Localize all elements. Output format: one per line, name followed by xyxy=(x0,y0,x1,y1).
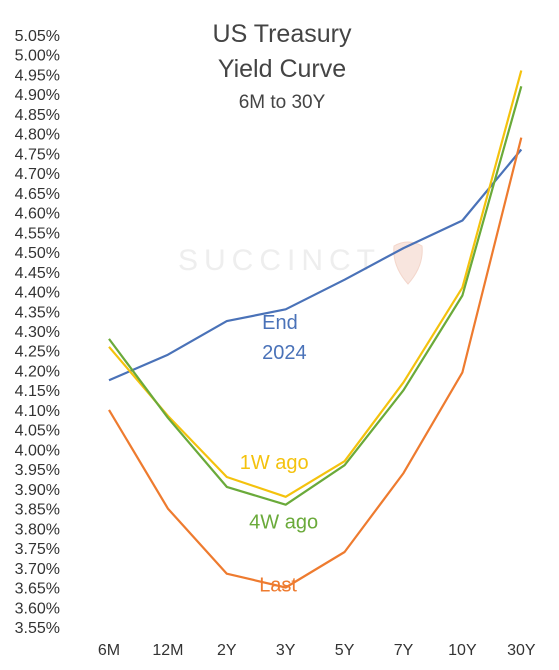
series-label-end-2024: End 2024 xyxy=(262,312,307,364)
y-tick-label: 4.95% xyxy=(15,67,60,84)
y-tick-label: 4.40% xyxy=(15,285,60,302)
y-tick-label: 5.05% xyxy=(15,28,60,45)
y-tick-label: 3.85% xyxy=(15,502,60,519)
y-tick-label: 4.25% xyxy=(15,344,60,361)
y-tick-label: 4.30% xyxy=(15,324,60,341)
series-label-end-2024-line: End xyxy=(262,312,298,334)
y-tick-label: 4.80% xyxy=(15,127,60,144)
chart-subtitle: 6M to 30Y xyxy=(239,92,326,113)
chart-title-line2: Yield Curve xyxy=(218,55,346,83)
x-tick-label: 3Y xyxy=(276,642,296,659)
x-tick-label: 12M xyxy=(152,642,183,659)
series-labels: End 2024 1W ago 4W ago Last xyxy=(240,312,318,596)
y-axis: 5.05% 5.00% 4.95% 4.90% 4.85% 4.80% 4.75% 4.70%… xyxy=(15,28,60,637)
chart-title: US Treasury xyxy=(213,20,352,48)
y-tick-label: 4.65% xyxy=(15,186,60,203)
watermark-logo-icon xyxy=(393,241,423,285)
y-tick-label: 4.45% xyxy=(15,265,60,282)
y-tick-label: 4.20% xyxy=(15,363,60,380)
series-label-4w-ago: 4W ago xyxy=(249,511,318,533)
y-tick-label: 4.35% xyxy=(15,304,60,321)
x-tick-label: 6M xyxy=(98,642,120,659)
y-tick-label: 4.05% xyxy=(15,423,60,440)
x-tick-label: 2Y xyxy=(217,642,237,659)
y-tick-label: 3.90% xyxy=(15,482,60,499)
x-tick-label: 30Y xyxy=(507,642,536,659)
y-tick-label: 3.65% xyxy=(15,581,60,598)
y-tick-label: 4.85% xyxy=(15,107,60,124)
series-label-1w-ago-line: 1W ago xyxy=(240,452,309,474)
series-label-4w-ago-line: 4W ago xyxy=(249,511,318,533)
y-tick-label: 3.60% xyxy=(15,600,60,617)
y-tick-label: 4.70% xyxy=(15,166,60,183)
series-line-last xyxy=(108,137,523,589)
x-tick-label: 5Y xyxy=(335,642,355,659)
y-tick-label: 3.80% xyxy=(15,521,60,538)
series-line-1w-ago xyxy=(108,70,523,498)
y-tick-label: 4.90% xyxy=(15,87,60,104)
x-axis: 6M 12M 2Y 3Y 5Y 7Y 10Y 30Y xyxy=(98,642,536,659)
series-line-4w-ago xyxy=(108,86,523,506)
y-tick-label: 4.15% xyxy=(15,383,60,400)
y-tick-label: 4.75% xyxy=(15,146,60,163)
y-tick-label: 4.50% xyxy=(15,245,60,262)
series-label-last: Last xyxy=(259,574,297,596)
y-tick-label: 3.55% xyxy=(15,620,60,637)
watermark: SUCCINCT xyxy=(178,241,423,285)
y-tick-label: 3.70% xyxy=(15,561,60,578)
y-tick-label: 4.55% xyxy=(15,225,60,242)
series-line-end-2024 xyxy=(108,148,523,382)
y-tick-label: 4.60% xyxy=(15,206,60,223)
watermark-text: SUCCINCT xyxy=(178,244,381,277)
y-tick-label: 4.00% xyxy=(15,442,60,459)
x-tick-label: 7Y xyxy=(394,642,414,659)
y-tick-label: 3.75% xyxy=(15,541,60,558)
series-label-end-2024-line: 2024 xyxy=(262,342,307,364)
x-tick-label: 10Y xyxy=(448,642,477,659)
series-lines xyxy=(108,70,523,589)
y-tick-label: 4.10% xyxy=(15,403,60,420)
series-label-1w-ago: 1W ago xyxy=(240,452,309,474)
y-tick-label: 5.00% xyxy=(15,48,60,65)
series-label-last-line: Last xyxy=(259,574,297,596)
y-tick-label: 3.95% xyxy=(15,462,60,479)
